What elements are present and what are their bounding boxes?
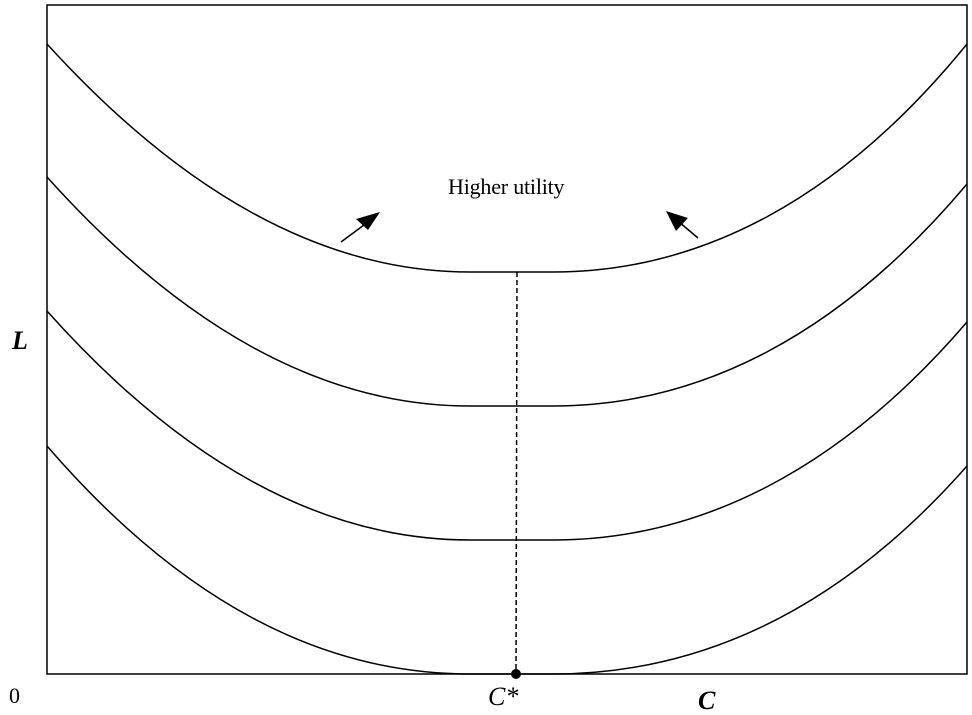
- indifference-curve-1: [46, 43, 968, 273]
- higher-utility-arrow-right: [666, 211, 699, 239]
- higher-utility-annotation: Higher utility: [448, 174, 565, 199]
- higher-utility-arrow-left: [340, 212, 380, 243]
- y-axis-label: L: [12, 326, 28, 355]
- indifference-curve-4: [46, 445, 968, 675]
- optimum-dashed-line: [515, 271, 518, 675]
- optimum-label: C*: [488, 682, 519, 711]
- plot-frame: [46, 4, 968, 675]
- x-axis-label: C: [698, 686, 716, 715]
- origin-label: 0: [9, 683, 20, 708]
- optimum-point: [511, 669, 521, 679]
- indifference-curve-3: [46, 310, 968, 541]
- indifference-curve-2: [46, 176, 968, 407]
